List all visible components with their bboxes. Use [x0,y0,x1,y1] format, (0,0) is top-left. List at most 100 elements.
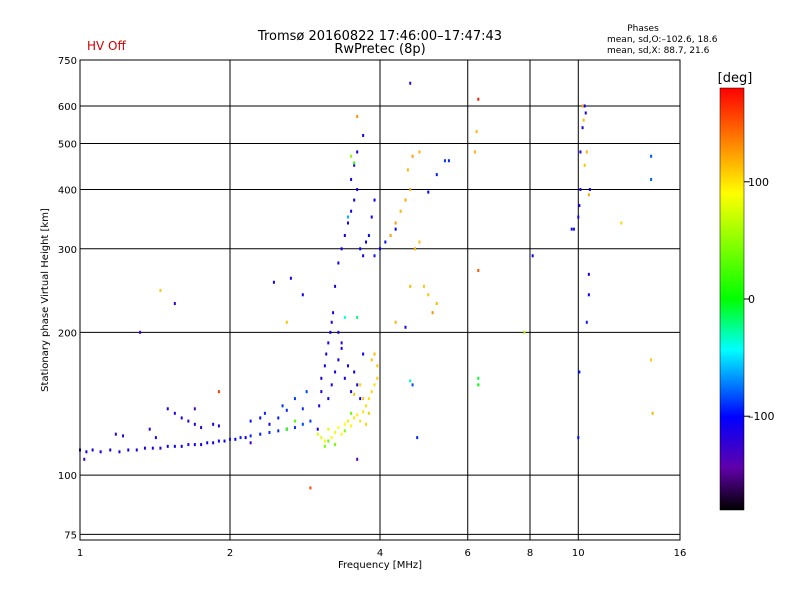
data-point [320,390,323,394]
data-point [337,330,340,334]
data-point [411,154,414,158]
data-point [318,404,321,408]
data-point [585,150,588,154]
colorbar-label: [deg] [718,71,753,86]
data-point [587,193,590,197]
data-point [277,416,280,420]
data-point [362,352,365,356]
data-point [244,436,247,440]
y-axis-label: Stationary phase Virtual Height [km] [40,208,51,392]
data-point [193,443,196,447]
data-point [356,383,359,387]
data-point [234,437,237,441]
data-point [323,439,326,443]
y-tick-label: 200 [58,328,77,339]
data-point [353,198,356,202]
data-point [217,439,220,443]
data-point [356,315,359,319]
phase-x-stats: mean, sd,X: 88.7, 21.6 [607,46,710,56]
data-point [99,450,102,454]
data-point [416,436,419,440]
data-point [217,424,220,428]
data-point [413,247,416,251]
data-point [365,422,368,426]
data-point [263,411,266,415]
x-tick-label: 16 [674,548,687,559]
data-point [418,150,421,154]
data-point [384,240,387,244]
data-point [373,198,376,202]
data-point [337,261,340,265]
x-tick-label: 1 [77,548,83,559]
data-point [249,434,252,438]
data-point [239,436,242,440]
data-point [334,431,337,435]
data-point [356,413,359,417]
data-point [359,419,362,423]
y-tick-label: 750 [58,56,77,67]
data-point [579,150,582,154]
data-point [427,190,430,194]
data-point [340,432,343,436]
data-point [305,390,308,394]
colorbar-tick-label: 0 [748,293,755,306]
colorbar [719,87,745,511]
data-point [367,411,370,415]
data-point [159,289,162,293]
y-tick-label: 100 [58,471,77,482]
data-point [581,104,584,108]
data-point [346,364,349,368]
data-point [376,376,379,380]
data-point [376,364,379,368]
x-tick-label: 4 [377,548,383,559]
y-tick-label: 500 [58,140,77,151]
data-point [362,397,365,401]
data-point [320,376,323,380]
data-point [285,427,288,431]
data-point [229,437,231,441]
data-point [340,341,343,345]
data-point [180,416,183,420]
data-point [301,422,304,426]
data-point [346,215,349,219]
data-point [359,397,362,401]
data-point [418,240,421,244]
data-point [217,390,220,394]
data-point [353,416,356,420]
data-point [346,419,349,423]
data-point [584,111,587,115]
data-point [365,240,368,244]
data-point [350,390,353,394]
data-point [585,320,588,324]
data-point [83,457,86,461]
data-point [327,341,330,345]
data-point [394,221,397,225]
data-point [587,272,590,276]
data-point [334,284,337,288]
data-point [531,254,534,258]
data-point [579,188,582,192]
y-tick-label: 300 [58,245,77,256]
data-point [409,284,412,288]
data-point [173,302,176,306]
data-point [259,416,262,420]
data-point [346,221,349,225]
data-point [422,284,425,288]
data-point [587,293,590,297]
x-tick-label: 2 [227,548,233,559]
data-point [173,411,176,415]
data-point [151,446,154,450]
data-point [340,346,343,350]
data-point [477,269,480,273]
data-point [309,486,312,490]
plot-frame [79,59,681,541]
data-point [588,188,591,192]
data-point [427,293,430,297]
data-point [293,426,296,430]
data-point [323,364,326,368]
data-point [91,448,94,452]
data-point [353,161,356,165]
data-point [362,254,365,258]
data-point [173,444,176,448]
data-point [127,448,130,452]
